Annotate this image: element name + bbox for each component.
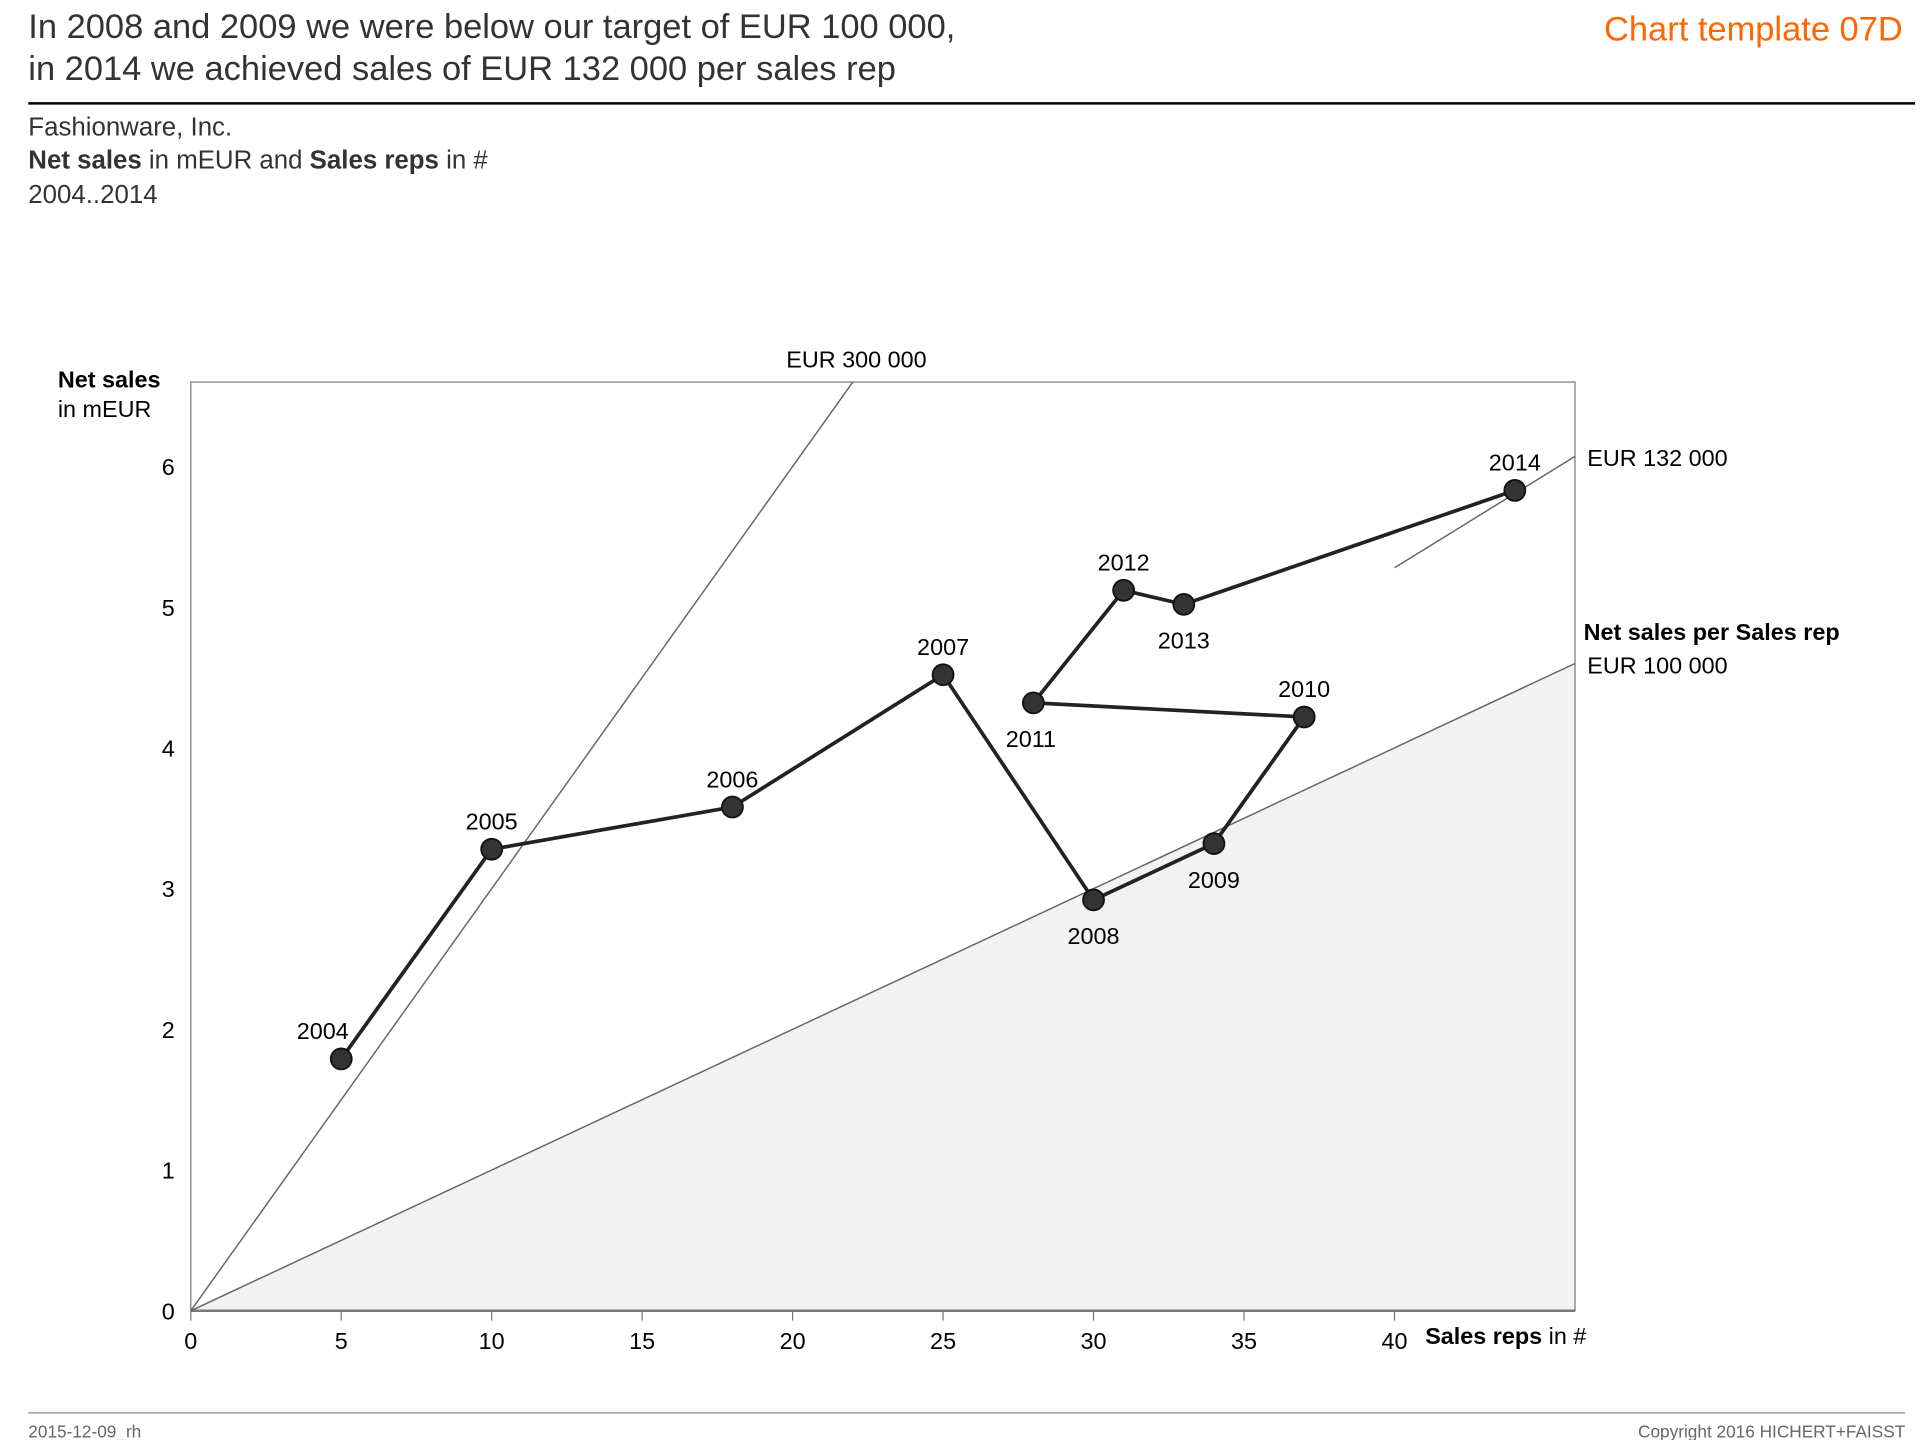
measure-line: Net sales in mEUR and Sales reps in #	[28, 147, 488, 175]
x-tick-label: 5	[335, 1328, 348, 1354]
footer-date: 2015-12-09_rh	[28, 1422, 141, 1440]
data-label-2012: 2012	[1098, 550, 1150, 576]
footer-copyright: Copyright 2016 HICHERT+FAISST	[1638, 1422, 1906, 1440]
data-point-2008	[1082, 888, 1105, 912]
x-tick-label: 0	[184, 1328, 197, 1354]
data-point-2004	[329, 1047, 353, 1071]
reference-label-100k: EUR 100 000	[1587, 652, 1727, 678]
data-label-2014: 2014	[1489, 450, 1541, 476]
x-tick-label: 15	[629, 1328, 655, 1354]
y-axis-title: Net sales	[58, 367, 161, 393]
y-tick-label: 3	[162, 876, 175, 902]
x-tick-label: 25	[930, 1328, 956, 1354]
data-label-2008: 2008	[1068, 923, 1120, 949]
reference-line-132k	[1394, 455, 1576, 569]
title-line-2: in 2014 we achieved sales of EUR 132 000…	[28, 50, 896, 88]
data-point-2011	[1021, 691, 1045, 715]
data-point-2007	[931, 663, 955, 687]
data-point-2014	[1503, 479, 1527, 502]
y-tick-label: 5	[162, 595, 175, 621]
data-label-2010: 2010	[1278, 676, 1330, 702]
data-label-2005: 2005	[466, 809, 518, 835]
data-label-2006: 2006	[706, 766, 758, 792]
template-label: Chart template 07D	[1604, 11, 1903, 49]
period: 2004..2014	[28, 181, 157, 209]
data-label-2007: 2007	[917, 634, 969, 660]
y-tick-label: 1	[162, 1158, 175, 1184]
data-label-2011: 2011	[1006, 726, 1056, 752]
company-name: Fashionware, Inc.	[28, 113, 232, 141]
x-tick-label: 30	[1081, 1328, 1107, 1354]
data-point-2005	[480, 837, 504, 861]
data-point-2006	[721, 795, 744, 819]
x-tick-label: 20	[780, 1328, 806, 1354]
title-line-1: In 2008 and 2009 we were below our targe…	[28, 8, 955, 46]
data-point-2010	[1292, 705, 1316, 729]
y-tick-label: 4	[162, 736, 175, 762]
data-label-2013: 2013	[1158, 628, 1210, 654]
y-axis-unit: in mEUR	[58, 396, 152, 422]
x-tick-label: 35	[1231, 1328, 1257, 1354]
data-label-2004: 2004	[297, 1018, 349, 1044]
reference-label-300k: EUR 300 000	[786, 346, 926, 372]
data-point-2012	[1112, 578, 1136, 602]
reference-label-132k: EUR 132 000	[1587, 445, 1727, 471]
reference-line-300k	[190, 381, 854, 1312]
data-point-2013	[1172, 593, 1196, 616]
data-point-2009	[1202, 832, 1226, 855]
y-tick-label: 2	[162, 1017, 175, 1043]
reference-title-100k: Net sales per Sales rep	[1584, 619, 1840, 645]
x-tick-label: 40	[1381, 1328, 1407, 1354]
reference-line-100k	[190, 662, 1576, 1312]
plot-area: 0 5 10 15 20 25 30 35 40 0 1 2 3 4 5 6 EUR 300 000 EUR 13…	[162, 346, 1840, 1354]
x-tick-label: 10	[479, 1328, 505, 1354]
data-label-2009: 2009	[1188, 867, 1240, 893]
x-axis-title: Sales reps in #	[1425, 1323, 1586, 1349]
y-tick-label: 0	[162, 1298, 175, 1324]
y-tick-label: 6	[162, 454, 175, 480]
